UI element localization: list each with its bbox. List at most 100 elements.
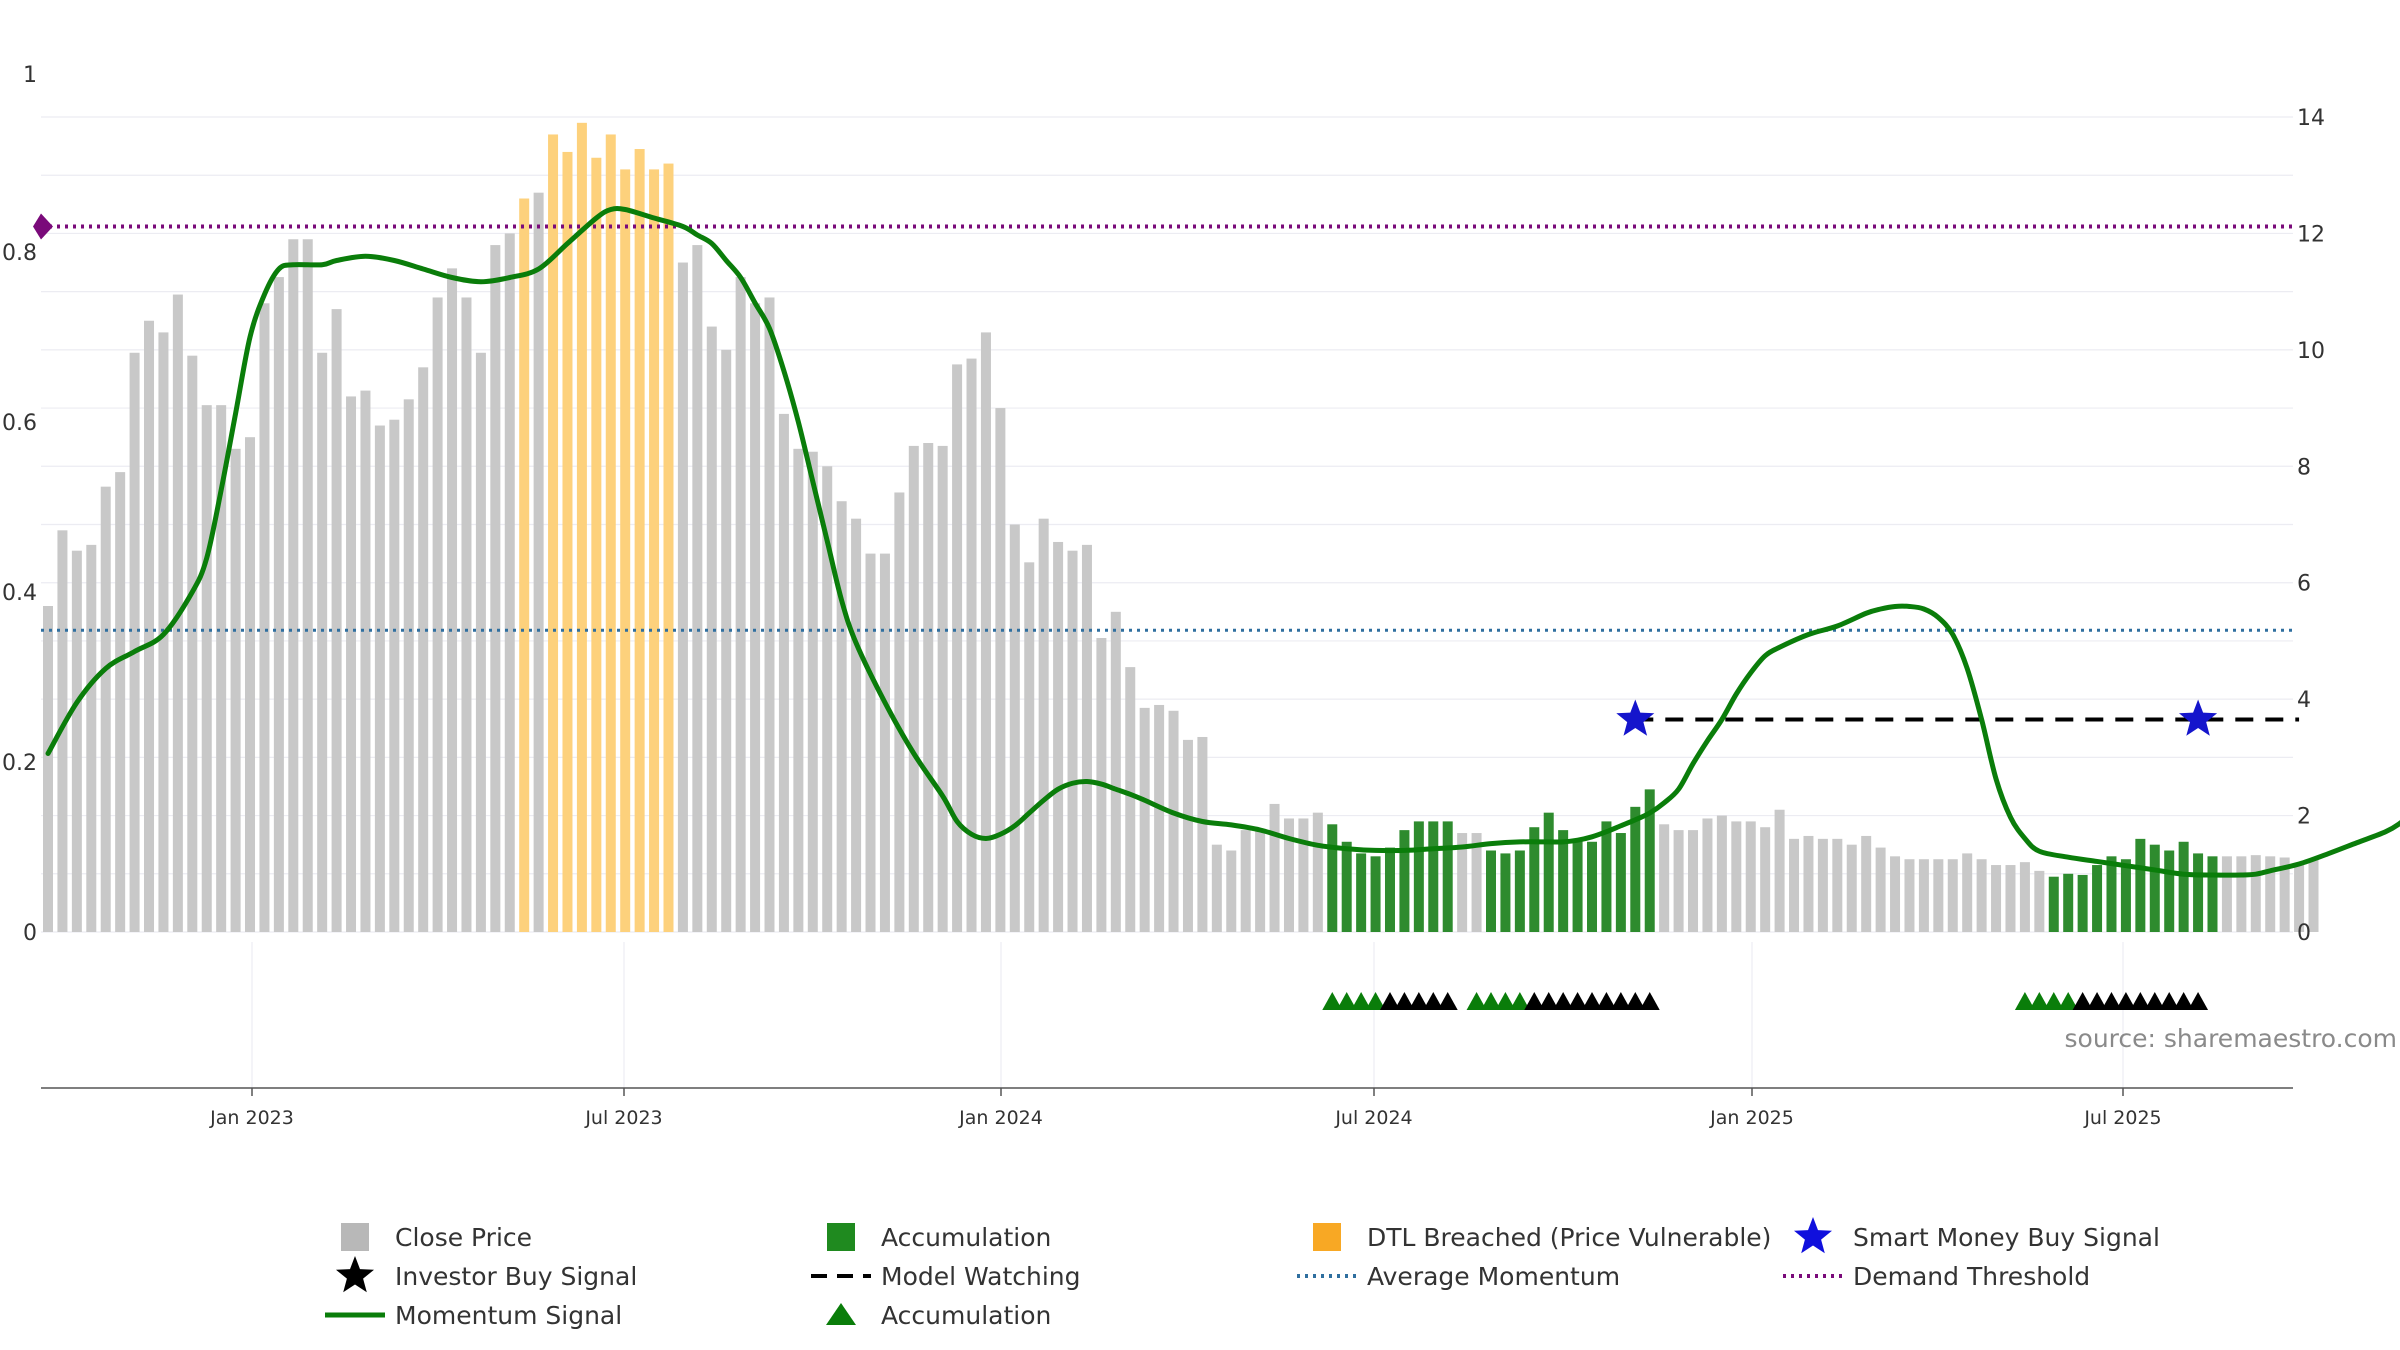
price-bar xyxy=(432,297,443,932)
price-bar xyxy=(1789,838,1800,932)
price-bar xyxy=(1644,789,1655,932)
price-bar xyxy=(2149,844,2160,932)
price-bar xyxy=(1731,821,1742,932)
price-bar xyxy=(259,303,270,932)
price-bar xyxy=(1255,830,1266,932)
investor-signal-triangle xyxy=(1394,992,1415,1010)
price-bar xyxy=(2294,863,2305,932)
price-bar xyxy=(1760,827,1771,932)
smart-money-star xyxy=(1616,699,1655,736)
price-bar xyxy=(1587,841,1598,932)
accumulation-triangle xyxy=(1481,992,1501,1010)
price-bar xyxy=(2092,865,2103,932)
price-bar xyxy=(1861,835,1872,932)
price-bar xyxy=(605,134,616,932)
price-bar xyxy=(403,399,414,932)
price-bar xyxy=(851,518,862,932)
legend-swatch xyxy=(341,1223,369,1251)
price-bar xyxy=(1182,739,1193,932)
left-tick-label: 1 xyxy=(23,63,37,88)
price-bar xyxy=(822,466,833,932)
right-tick-label: 12 xyxy=(2297,222,2325,247)
price-bar xyxy=(620,169,631,933)
price-bar xyxy=(490,245,501,933)
left-tick-label: 0.2 xyxy=(2,751,37,776)
left-tick-label: 0.6 xyxy=(2,411,37,436)
legend-star xyxy=(336,1256,374,1293)
price-bar xyxy=(1572,838,1583,932)
investor-signal-triangle xyxy=(2188,992,2209,1010)
investor-signal-triangle xyxy=(1625,992,1646,1010)
x-tick-label: Jul 2025 xyxy=(2083,1107,2161,1129)
price-bar xyxy=(836,501,847,932)
price-bar xyxy=(966,358,977,932)
price-bar xyxy=(2063,873,2074,932)
demand-threshold-marker xyxy=(33,213,53,240)
x-tick-label: Jul 2023 xyxy=(584,1107,662,1129)
price-bar xyxy=(2106,856,2117,932)
price-bar xyxy=(952,364,963,932)
price-bar xyxy=(591,157,602,932)
price-bar xyxy=(1413,821,1424,932)
x-tick-label: Jan 2025 xyxy=(1709,1107,1794,1129)
price-bar xyxy=(1197,736,1208,932)
grid-lines xyxy=(41,116,2293,1088)
price-bar xyxy=(144,320,155,932)
legend-label: Average Momentum xyxy=(1367,1262,1620,1291)
investor-signal-triangle xyxy=(2087,992,2108,1010)
accumulation-triangle xyxy=(2043,992,2064,1010)
price-bar xyxy=(1384,847,1395,932)
price-bar xyxy=(216,405,227,932)
right-tick-label: 0 xyxy=(2297,921,2311,946)
right-tick-label: 8 xyxy=(2297,455,2311,480)
price-bar xyxy=(1110,611,1121,932)
investor-signal-triangle xyxy=(1423,992,1444,1010)
price-bar xyxy=(980,332,991,933)
price-bar xyxy=(2005,865,2016,932)
accumulation-triangle xyxy=(1509,992,1530,1010)
accumulation-triangle xyxy=(1466,992,1487,1010)
price-bar xyxy=(346,396,357,932)
price-bar xyxy=(1370,856,1381,932)
price-bar xyxy=(879,553,890,932)
price-bar xyxy=(1428,821,1439,932)
price-bar xyxy=(2236,856,2247,932)
price-bar xyxy=(1615,833,1626,932)
legend-label: Close Price xyxy=(395,1223,532,1252)
price-bar xyxy=(721,349,732,932)
price-bar xyxy=(245,437,256,932)
price-bar xyxy=(2207,856,2218,932)
investor-signal-triangle xyxy=(2144,992,2165,1010)
price-bar xyxy=(1601,821,1612,932)
investor-signal-triangle xyxy=(1582,992,1603,1010)
price-bar xyxy=(1846,844,1857,932)
price-bar xyxy=(1933,859,1944,932)
price-bar xyxy=(894,492,905,932)
price-bar xyxy=(663,163,674,933)
price-bar xyxy=(865,553,876,932)
price-bar xyxy=(1529,827,1540,932)
price-bar xyxy=(2164,850,2175,932)
price-bar xyxy=(1673,830,1684,932)
price-bar xyxy=(1009,524,1020,932)
price-bar xyxy=(2019,862,2030,932)
price-bar xyxy=(230,448,241,932)
price-bar xyxy=(1904,859,1915,932)
investor-signal-triangle xyxy=(2101,992,2122,1010)
price-bar xyxy=(937,445,948,932)
price-bar xyxy=(533,192,544,932)
price-bar xyxy=(360,390,371,932)
price-bar xyxy=(793,448,804,932)
investor-signal-triangle xyxy=(2159,992,2180,1010)
price-bar xyxy=(100,486,111,932)
price-bar xyxy=(634,149,645,933)
accumulation-triangle xyxy=(2014,992,2035,1010)
price-bar xyxy=(1500,853,1511,932)
momentum-series xyxy=(45,205,2400,878)
price-bar xyxy=(2221,856,2232,932)
price-bar xyxy=(1283,818,1294,932)
price-bar xyxy=(1442,821,1453,932)
price-bar xyxy=(2265,856,2276,932)
price-bar xyxy=(1918,859,1929,932)
